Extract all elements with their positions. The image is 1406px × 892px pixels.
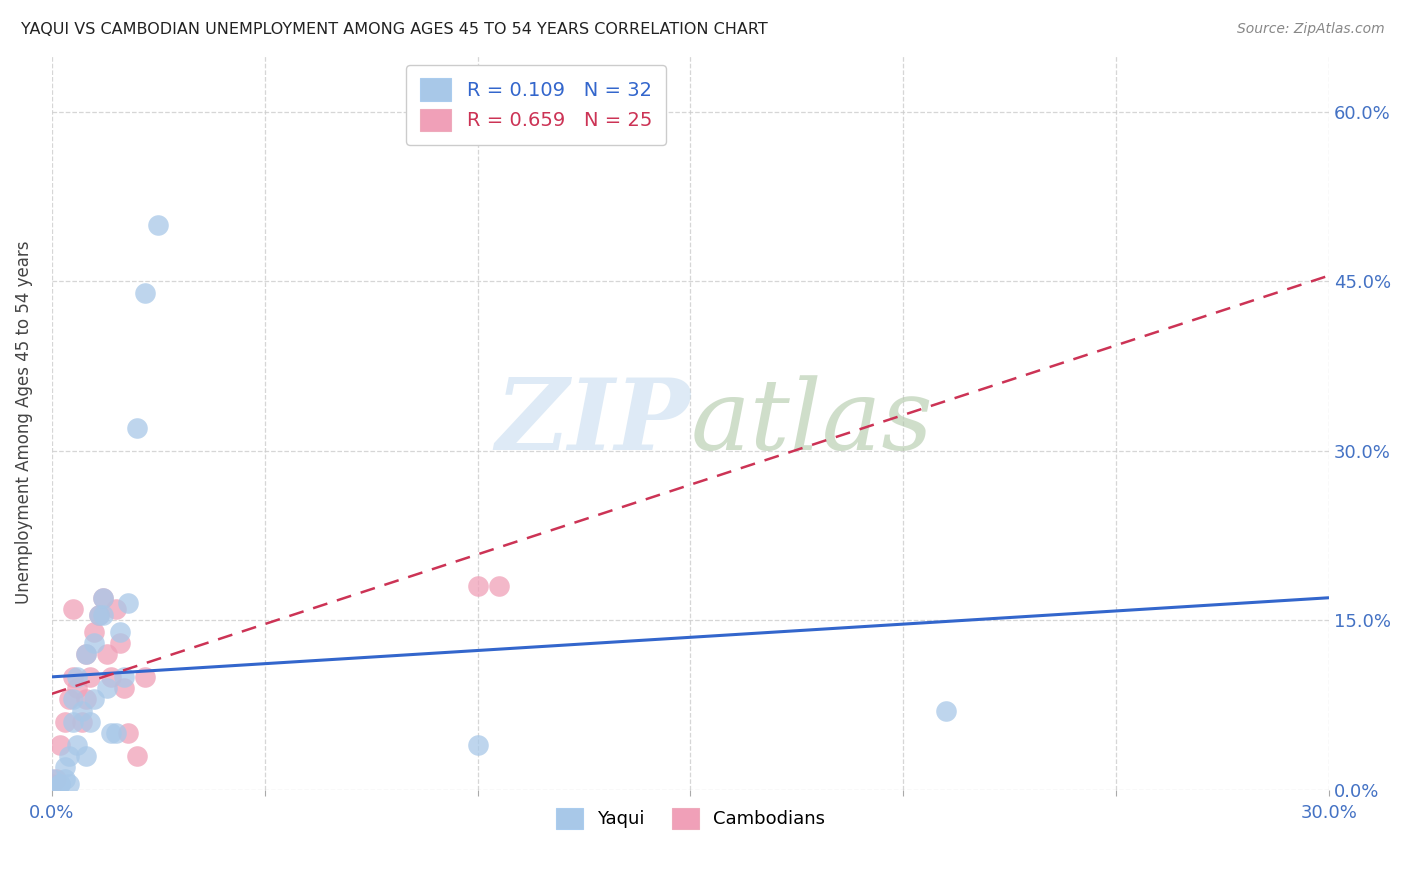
Point (467, 738, 489, 752)
Point (58, 692, 80, 706)
Text: Source: ZipAtlas.com: Source: ZipAtlas.com (1237, 22, 1385, 37)
Point (75, 749, 97, 764)
Point (96, 681, 118, 695)
Point (488, 579, 510, 593)
Point (75, 647, 97, 661)
Point (112, 681, 135, 695)
Y-axis label: Unemployment Among Ages 45 to 54 years: Unemployment Among Ages 45 to 54 years (15, 241, 32, 604)
Point (66, 670, 89, 684)
Point (100, 726, 122, 740)
Point (134, 670, 156, 684)
Point (79, 670, 101, 684)
Point (117, 726, 139, 740)
Point (83, 692, 105, 706)
Point (91, 591, 114, 605)
Text: atlas: atlas (690, 375, 934, 470)
Point (53, 760, 76, 774)
Text: ZIP: ZIP (495, 375, 690, 471)
Text: YAQUI VS CAMBODIAN UNEMPLOYMENT AMONG AGES 45 TO 54 YEARS CORRELATION CHART: YAQUI VS CAMBODIAN UNEMPLOYMENT AMONG AG… (21, 22, 768, 37)
Point (91, 607, 114, 622)
Point (41, 777, 63, 791)
Point (62, 602, 84, 616)
Point (53, 715, 76, 730)
Point (108, 624, 131, 639)
Point (62, 715, 84, 730)
Legend: Yaqui, Cambodians: Yaqui, Cambodians (548, 801, 832, 836)
Point (58, 749, 80, 764)
Point (53, 772, 76, 786)
Point (70, 715, 93, 730)
Point (45, 772, 67, 786)
Point (70, 704, 93, 718)
Point (108, 636, 131, 650)
Point (75, 692, 97, 706)
Point (83, 636, 105, 650)
Point (104, 726, 127, 740)
Point (87, 607, 110, 622)
Point (87, 607, 110, 622)
Point (62, 692, 84, 706)
Point (41, 772, 63, 786)
Point (62, 670, 84, 684)
Point (66, 738, 89, 752)
Point (134, 285, 156, 300)
Point (148, 218, 170, 232)
Point (100, 670, 122, 684)
Point (96, 647, 118, 661)
Point (104, 602, 127, 616)
Point (112, 670, 135, 684)
Point (49, 777, 72, 791)
Point (75, 647, 97, 661)
Point (125, 749, 148, 764)
Point (49, 738, 72, 752)
Point (66, 681, 89, 695)
Point (58, 777, 80, 791)
Point (79, 715, 101, 730)
Point (49, 777, 72, 791)
Point (467, 579, 489, 593)
Point (125, 421, 148, 435)
Point (83, 624, 105, 639)
Point (117, 596, 139, 610)
Point (91, 591, 114, 605)
Point (45, 783, 67, 797)
Point (935, 704, 957, 718)
